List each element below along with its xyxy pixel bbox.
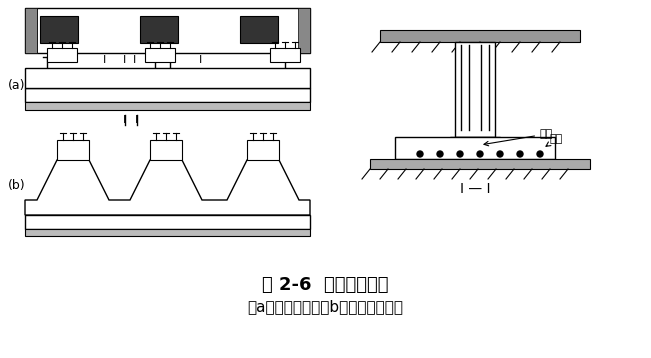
Text: 图 2-6  柱下条形基础: 图 2-6 柱下条形基础 (262, 276, 388, 294)
Text: I: I (135, 115, 139, 125)
Text: I — I: I — I (460, 182, 490, 196)
Bar (25, 88, 310, 102)
Text: （a）等截面的；（b）柱位处加腋的: （a）等截面的；（b）柱位处加腋的 (247, 300, 403, 314)
Bar (25, 68, 310, 88)
Bar (450, 137, 500, 157)
Bar (247, 140, 279, 160)
Circle shape (477, 151, 483, 157)
Bar (57, 140, 89, 160)
Circle shape (517, 151, 523, 157)
Polygon shape (25, 160, 310, 215)
Bar (240, 16, 278, 43)
Text: 翼板: 翼板 (546, 134, 563, 146)
Circle shape (457, 151, 463, 157)
Bar (370, 159, 590, 169)
Bar (25, 8, 37, 53)
Bar (47, 48, 77, 62)
Bar (25, 229, 310, 236)
Bar (145, 48, 175, 62)
Circle shape (497, 151, 503, 157)
Bar (380, 30, 580, 42)
Bar (455, 42, 495, 137)
Bar (150, 140, 182, 160)
Text: (b): (b) (8, 179, 25, 192)
Bar (298, 8, 310, 53)
Text: I: I (199, 55, 202, 65)
Text: (a): (a) (8, 78, 25, 92)
Text: I: I (124, 55, 127, 65)
Bar (270, 48, 300, 62)
Text: I: I (104, 55, 107, 65)
Bar (25, 215, 310, 229)
Circle shape (417, 151, 423, 157)
Circle shape (437, 151, 443, 157)
Bar (395, 137, 555, 159)
Circle shape (537, 151, 543, 157)
Text: I: I (133, 55, 137, 65)
Text: I: I (124, 115, 127, 125)
Bar (25, 8, 310, 53)
Bar (40, 16, 78, 43)
Bar (25, 102, 310, 110)
Bar (25, 8, 37, 53)
Text: 肋梁: 肋梁 (484, 129, 553, 146)
Bar (25, 8, 37, 53)
Bar (140, 16, 178, 43)
